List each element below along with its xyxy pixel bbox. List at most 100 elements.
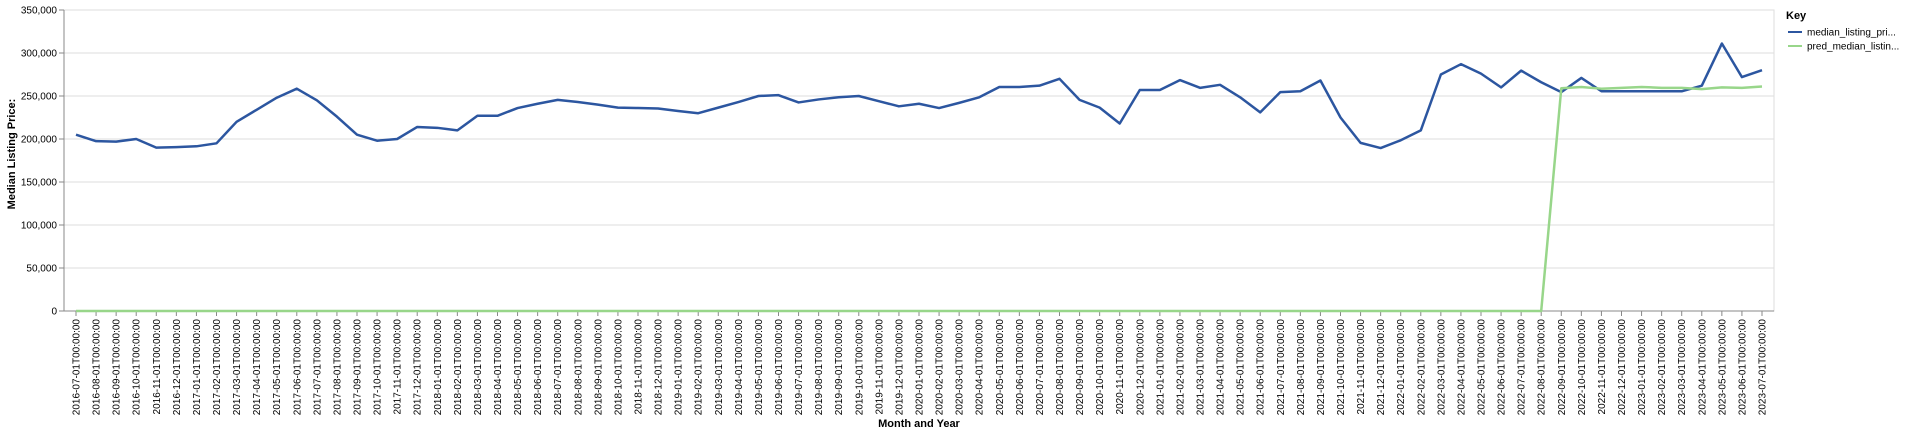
x-tick-label: 2021-04-01T00:00:00 [1216,319,1227,416]
x-tick-label: 2019-04-01T00:00:00 [734,319,745,416]
x-tick-label: 2016-09-01T00:00:00 [112,319,123,416]
x-tick-label: 2021-09-01T00:00:00 [1316,319,1327,416]
x-tick-label: 2022-04-01T00:00:00 [1456,319,1467,416]
x-tick-label: 2018-03-01T00:00:00 [473,319,484,416]
x-tick-label: 2020-10-01T00:00:00 [1095,319,1106,416]
y-tick-label: 100,000 [21,221,58,232]
x-tick-label: 2023-02-01T00:00:00 [1657,319,1668,416]
x-tick-label: 2017-04-01T00:00:00 [252,319,263,416]
y-tick-label: 150,000 [21,178,58,189]
x-tick-label: 2018-05-01T00:00:00 [513,319,524,416]
x-tick-label: 2021-02-01T00:00:00 [1175,319,1186,416]
x-tick-label: 2022-01-01T00:00:00 [1396,319,1407,416]
x-tick-label: 2022-10-01T00:00:00 [1577,319,1588,416]
x-tick-label: 2018-09-01T00:00:00 [593,319,604,416]
x-tick-label: 2023-01-01T00:00:00 [1637,319,1648,416]
legend-title: Key [1786,10,1807,22]
x-tick-label: 2020-06-01T00:00:00 [1015,319,1026,416]
x-tick-label: 2023-03-01T00:00:00 [1677,319,1688,416]
x-tick-label: 2019-01-01T00:00:00 [674,319,685,416]
y-axis-title: Median Listing Price: [6,99,18,210]
x-tick-label: 2020-09-01T00:00:00 [1075,319,1086,416]
x-tick-label: 2023-05-01T00:00:00 [1717,319,1728,416]
x-tick-label: 2019-05-01T00:00:00 [754,319,765,416]
x-tick-label: 2022-02-01T00:00:00 [1416,319,1427,416]
legend: Key median_listing_pri... pred_median_lis… [1786,10,1899,53]
x-tick-label: 2017-07-01T00:00:00 [312,319,323,416]
x-tick-label: 2016-07-01T00:00:00 [72,319,83,416]
x-tick-label: 2019-07-01T00:00:00 [794,319,805,416]
x-tick-label: 2022-06-01T00:00:00 [1497,319,1508,416]
x-tick-label: 2020-07-01T00:00:00 [1035,319,1046,416]
x-tick-label: 2021-10-01T00:00:00 [1336,319,1347,416]
x-tick-label: 2020-02-01T00:00:00 [935,319,946,416]
x-tick-label: 2017-05-01T00:00:00 [272,319,283,416]
x-tick-label: 2019-03-01T00:00:00 [714,319,725,416]
x-tick-label: 2022-07-01T00:00:00 [1517,319,1528,416]
x-tick-label: 2019-09-01T00:00:00 [834,319,845,416]
x-tick-label: 2021-06-01T00:00:00 [1256,319,1267,416]
x-tick-label: 2020-01-01T00:00:00 [915,319,926,416]
x-tick-label: 2018-04-01T00:00:00 [493,319,504,416]
x-tick-label: 2023-07-01T00:00:00 [1758,319,1769,416]
x-tick-label: 2020-03-01T00:00:00 [955,319,966,416]
x-tick-label: 2017-03-01T00:00:00 [232,319,243,416]
x-tick-label: 2021-05-01T00:00:00 [1236,319,1247,416]
y-tick-label: 50,000 [26,264,57,275]
x-tick-label: 2020-08-01T00:00:00 [1055,319,1066,416]
series-line-1 [75,42,1763,150]
x-tick-label: 2018-07-01T00:00:00 [553,319,564,416]
x-tick-label: 2017-10-01T00:00:00 [373,319,384,416]
x-tick-label: 2016-10-01T00:00:00 [132,319,143,416]
y-tick-label: 350,000 [21,6,58,17]
x-tick-label: 2020-12-01T00:00:00 [1135,319,1146,416]
x-tick-label: 2018-10-01T00:00:00 [613,319,624,416]
x-tick-label: 2023-04-01T00:00:00 [1697,319,1708,416]
x-axis: 2016-07-01T00:00:00 2016-08-01T00:00:00 20… [64,310,1774,416]
x-axis-title: Month and Year [878,418,960,430]
x-tick-label: 2016-11-01T00:00:00 [152,319,163,415]
y-tick-label: 200,000 [21,135,58,146]
x-tick-label: 2019-12-01T00:00:00 [894,319,905,416]
series-line-2 [76,85,1763,313]
x-tick-label: 2018-01-01T00:00:00 [433,319,444,416]
x-tick-label: 2023-06-01T00:00:00 [1737,319,1748,416]
x-tick-label: 2021-11-01T00:00:00 [1356,319,1367,415]
x-tick-label: 2021-12-01T00:00:00 [1376,319,1387,416]
x-tick-label: 2019-02-01T00:00:00 [694,319,705,416]
x-tick-label: 2020-11-01T00:00:00 [1115,319,1126,415]
x-tick-label: 2018-08-01T00:00:00 [573,319,584,416]
x-tick-label: 2017-01-01T00:00:00 [192,319,203,416]
x-tick-label: 2022-05-01T00:00:00 [1477,319,1488,416]
x-tick-label: 2019-11-01T00:00:00 [874,319,885,415]
x-tick-label: 2016-12-01T00:00:00 [172,319,183,416]
series-lines [75,42,1763,313]
x-tick-label: 2018-02-01T00:00:00 [453,319,464,416]
x-tick-label: 2022-08-01T00:00:00 [1537,319,1548,416]
x-tick-label: 2019-06-01T00:00:00 [774,319,785,416]
y-tick-label: 300,000 [21,49,58,60]
legend-label: median_listing_pri... [1807,28,1896,39]
x-tick-label: 2021-03-01T00:00:00 [1196,319,1207,416]
x-tick-label: 2017-08-01T00:00:00 [332,319,343,416]
y-tick-label: 0 [51,307,57,318]
x-tick-label: 2017-02-01T00:00:00 [212,319,223,416]
x-tick-label: 2017-06-01T00:00:00 [292,319,303,416]
x-tick-label: 2021-08-01T00:00:00 [1296,319,1307,416]
x-tick-label: 2017-09-01T00:00:00 [353,319,364,416]
x-tick-label: 2019-10-01T00:00:00 [854,319,865,416]
x-tick-label: 2022-11-01T00:00:00 [1597,319,1608,415]
x-tick-label: 2018-06-01T00:00:00 [533,319,544,416]
x-tick-label: 2019-08-01T00:00:00 [814,319,825,416]
x-tick-label: 2020-05-01T00:00:00 [995,319,1006,416]
y-axis: 0 50,000 100,000 150,000 200,000 250,000 300,0… [21,6,65,318]
y-tick-label: 250,000 [21,92,58,103]
x-tick-label: 2018-11-01T00:00:00 [634,319,645,415]
plot-frame [63,9,1775,312]
x-tick-label: 2016-08-01T00:00:00 [92,319,103,416]
x-tick-label: 2021-01-01T00:00:00 [1155,319,1166,416]
x-tick-label: 2020-04-01T00:00:00 [975,319,986,416]
x-tick-label: 2022-12-01T00:00:00 [1617,319,1628,416]
legend-label: pred_median_listin... [1807,42,1899,53]
x-tick-label: 2022-03-01T00:00:00 [1436,319,1447,416]
